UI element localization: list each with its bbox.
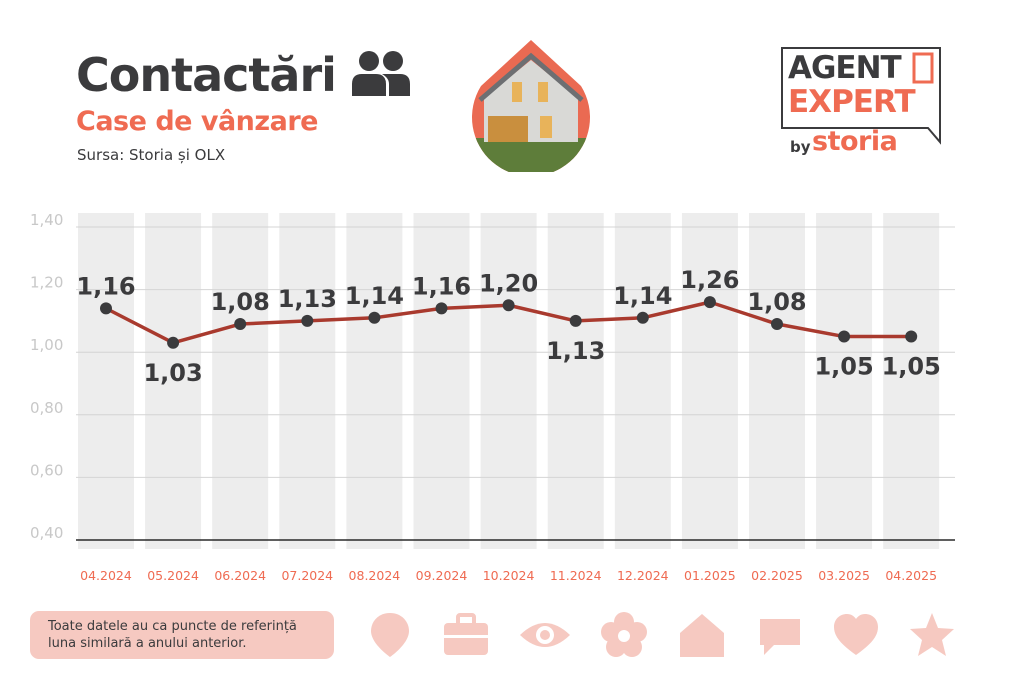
x-tick-label: 02.2025: [751, 568, 803, 583]
x-tick-label: 04.2025: [885, 568, 937, 583]
data-label: 1,16: [76, 272, 135, 300]
star-icon: [910, 613, 954, 656]
column-band: [547, 213, 604, 549]
column-band: [145, 213, 202, 549]
data-label: 1,14: [345, 282, 404, 310]
column-band: [212, 213, 269, 549]
data-label: 1,08: [211, 288, 270, 316]
x-tick-label: 10.2024: [483, 568, 535, 583]
briefcase-icon: [444, 613, 488, 655]
data-label: 1,13: [546, 337, 605, 365]
x-tick-label: 03.2025: [818, 568, 870, 583]
house-photo: [471, 40, 591, 172]
heart-icon: [834, 614, 878, 655]
y-tick-label: 0,60: [30, 461, 63, 479]
x-tick-label: 08.2024: [349, 568, 401, 583]
x-tick-label: 11.2024: [550, 568, 602, 583]
data-point: [771, 318, 783, 331]
data-point: [435, 302, 448, 315]
data-label: 1,13: [278, 285, 337, 313]
page-title: Contactări: [76, 48, 337, 102]
logo-storia-text: storia: [812, 126, 898, 157]
chat-bubble-icon: [760, 619, 800, 655]
footnote: Toate datele au ca puncte de referință l…: [30, 611, 334, 659]
data-point: [569, 314, 582, 327]
y-tick-label: 1,00: [30, 336, 63, 354]
data-label: 1,14: [613, 282, 672, 310]
x-tick-label: 07.2024: [281, 568, 333, 583]
data-label: 1,20: [479, 269, 538, 297]
y-tick-label: 1,20: [30, 274, 63, 292]
people-icon: [352, 51, 410, 96]
column-band: [749, 213, 805, 549]
flower-icon: [601, 612, 647, 657]
logo-agent-text: AGENT: [788, 50, 902, 86]
logo-by-text: by: [790, 138, 811, 156]
data-label: 1,08: [747, 288, 806, 316]
page-subtitle: Case de vânzare: [76, 106, 318, 137]
data-point: [301, 314, 314, 327]
x-tick-label: 12.2024: [617, 568, 669, 583]
agent-expert-logo: AGENT EXPERT by storia: [778, 46, 948, 162]
data-label: 1,26: [680, 266, 739, 294]
data-label: 1,05: [814, 353, 873, 381]
x-tick-label: 06.2024: [214, 568, 266, 583]
data-point: [838, 330, 851, 343]
x-tick-label: 04.2024: [80, 568, 132, 583]
column-band: [480, 213, 537, 549]
data-label: 1,05: [882, 353, 941, 381]
data-point: [905, 330, 918, 343]
column-band: [614, 213, 671, 549]
column-band: [816, 213, 873, 549]
logo-expert-text: EXPERT: [788, 84, 916, 120]
data-point: [703, 296, 716, 309]
column-band: [413, 213, 470, 549]
column-band: [279, 213, 336, 549]
data-point: [167, 336, 180, 349]
x-tick-label: 09.2024: [416, 568, 468, 583]
data-point: [234, 318, 247, 331]
data-point: [368, 311, 381, 324]
x-tick-label: 01.2025: [684, 568, 736, 583]
location-pin-icon: [371, 613, 409, 657]
column-band: [346, 213, 403, 549]
x-tick-label: 05.2024: [147, 568, 199, 583]
column-band: [883, 213, 940, 549]
column-band: [681, 213, 738, 549]
source-text: Sursa: Storia și OLX: [77, 146, 226, 164]
data-label: 1,16: [412, 272, 471, 300]
y-tick-label: 0,80: [30, 399, 63, 417]
data-point: [100, 302, 112, 315]
eye-icon: [520, 623, 570, 647]
data-point: [502, 299, 515, 312]
y-tick-label: 1,40: [30, 211, 63, 229]
column-band: [78, 213, 134, 549]
data-point: [636, 311, 649, 324]
y-tick-label: 0,40: [30, 524, 63, 542]
home-icon: [680, 614, 724, 657]
data-label: 1,03: [143, 359, 202, 387]
